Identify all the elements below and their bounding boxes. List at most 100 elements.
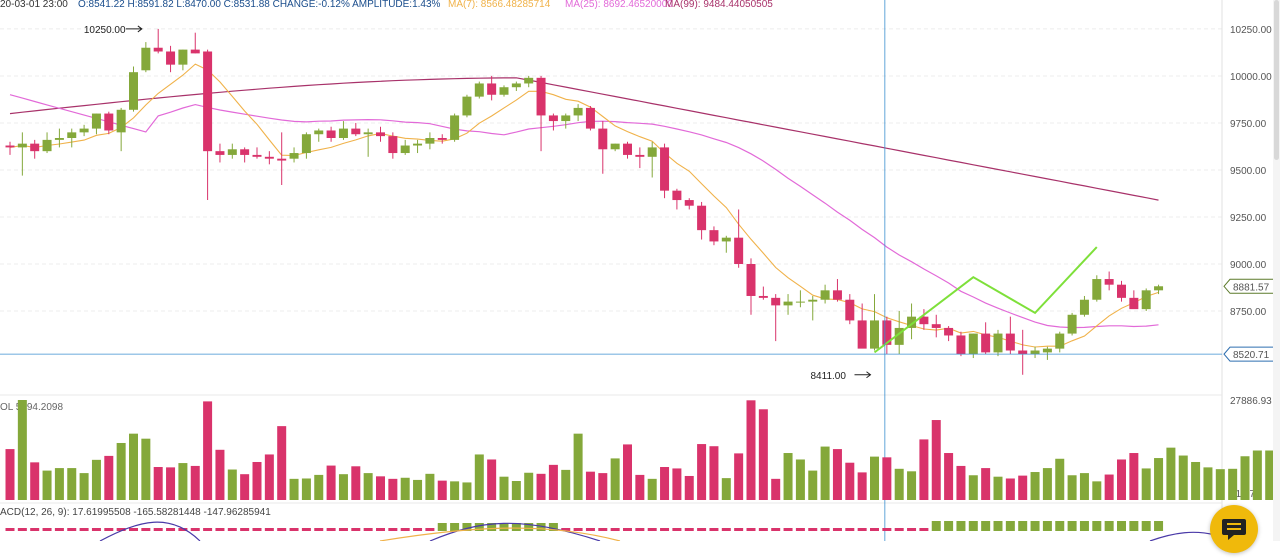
candle-body bbox=[981, 333, 991, 353]
volume-bar bbox=[721, 478, 731, 500]
volume-bar bbox=[573, 433, 583, 500]
candle-body bbox=[5, 145, 15, 148]
candle-body bbox=[388, 136, 398, 154]
volume-bar bbox=[314, 474, 324, 500]
ma99-line bbox=[9, 77, 1159, 201]
volume-bar bbox=[882, 457, 892, 500]
candle-body bbox=[956, 335, 966, 355]
macd-hist-bar bbox=[91, 528, 101, 531]
macd-hist-bar bbox=[487, 523, 497, 531]
price-chart[interactable]: 20-03-01 23:00 O:8541.22 H:8591.82 L:8470… bbox=[0, 0, 1280, 541]
volume-bar bbox=[499, 476, 509, 500]
candle-body bbox=[783, 301, 793, 306]
volume-bar bbox=[1117, 459, 1126, 500]
macd-hist-bar bbox=[400, 528, 410, 531]
candle-body bbox=[30, 143, 40, 152]
candle-body bbox=[573, 107, 583, 116]
candle-body bbox=[870, 320, 879, 349]
candle-body bbox=[660, 147, 670, 191]
candle-body bbox=[67, 132, 77, 138]
volume-bar bbox=[870, 456, 879, 500]
volume-bar bbox=[660, 467, 670, 500]
volume-label: OL 5494.2098 bbox=[0, 402, 63, 413]
volume-bar bbox=[981, 468, 991, 500]
ma7-line bbox=[9, 63, 1159, 348]
macd-hist-bar bbox=[474, 523, 484, 531]
header-ohlc: O:8541.22 H:8591.82 L:8470.00 C:8531.88 … bbox=[78, 0, 441, 10]
macd-hist-bar bbox=[1141, 521, 1151, 531]
volume-bar bbox=[1265, 450, 1275, 500]
candle-body bbox=[1018, 350, 1028, 355]
volume-bar bbox=[5, 449, 15, 500]
candle-body bbox=[301, 134, 311, 154]
volume-bar bbox=[215, 449, 225, 500]
volume-bar bbox=[845, 462, 855, 500]
candle-body bbox=[129, 72, 138, 110]
candle-body bbox=[1005, 333, 1015, 351]
macd-hist-bar bbox=[919, 528, 929, 531]
high-annotation-label: 10250.00 bbox=[84, 25, 126, 36]
macd-hist-bar bbox=[54, 528, 64, 531]
macd-hist-bar bbox=[1129, 521, 1139, 531]
volume-bar bbox=[1154, 458, 1164, 500]
scrollbar-track[interactable] bbox=[1273, 0, 1280, 541]
macd-hist-bar bbox=[820, 528, 830, 531]
volume-bar bbox=[252, 461, 262, 500]
macd-hist-bar bbox=[795, 528, 805, 531]
candle-body bbox=[252, 154, 262, 157]
volume-bar bbox=[153, 467, 163, 500]
candle-body bbox=[734, 237, 744, 264]
scrollbar-thumb[interactable] bbox=[1274, 0, 1279, 160]
candle-body bbox=[771, 297, 781, 306]
macd-hist-bar bbox=[67, 528, 77, 531]
macd-hist-bar bbox=[450, 523, 460, 531]
price-tick-label: 9250.00 bbox=[1230, 213, 1267, 224]
macd-hist-bar bbox=[561, 528, 571, 531]
volume-bar bbox=[104, 455, 114, 500]
volume-bar bbox=[585, 471, 595, 500]
macd-hist-bar bbox=[697, 528, 707, 531]
macd-hist-bar bbox=[252, 528, 262, 531]
candle-body bbox=[1129, 297, 1139, 310]
volume-bar bbox=[388, 478, 398, 500]
volume-bar bbox=[1129, 453, 1139, 500]
volume-bar bbox=[561, 469, 571, 500]
macd-hist-bar bbox=[524, 523, 534, 531]
macd-hist-bar bbox=[227, 528, 237, 531]
macd-hist-bar bbox=[746, 528, 756, 531]
candle-body bbox=[178, 49, 188, 65]
volume-bar bbox=[1005, 478, 1015, 500]
low-annotation-arrow bbox=[854, 371, 872, 379]
volume-bar bbox=[301, 478, 311, 500]
macd-hist-bar bbox=[1042, 521, 1052, 531]
volume-bar bbox=[771, 478, 781, 500]
volume-bar bbox=[993, 476, 1003, 500]
macd-dif-line bbox=[429, 522, 601, 541]
macd-hist-bar bbox=[870, 528, 879, 531]
volume-bar bbox=[1042, 468, 1052, 500]
volume-bar bbox=[907, 471, 917, 500]
macd-hist-bar bbox=[1055, 521, 1065, 531]
volume-bar bbox=[79, 473, 89, 500]
candle-body bbox=[746, 264, 756, 296]
macd-hist-bar bbox=[17, 528, 27, 531]
volume-bar bbox=[1030, 472, 1040, 500]
candle-body bbox=[474, 83, 484, 97]
chat-button[interactable] bbox=[1210, 505, 1258, 553]
macd-hist-bar bbox=[635, 528, 645, 531]
price-tick-label: 9750.00 bbox=[1230, 119, 1267, 130]
macd-hist-bar bbox=[684, 528, 694, 531]
macd-hist-bar bbox=[289, 528, 299, 531]
macd-hist-bar bbox=[363, 528, 373, 531]
macd-dif-line bbox=[99, 521, 201, 541]
candle-body bbox=[141, 47, 151, 71]
macd-hist-bar bbox=[1018, 521, 1028, 531]
volume-bar bbox=[264, 454, 274, 500]
volume-bar bbox=[487, 459, 497, 500]
macd-hist-bar bbox=[758, 528, 768, 531]
candle-body bbox=[1154, 286, 1164, 291]
volume-bar bbox=[697, 444, 707, 500]
candle-body bbox=[338, 128, 348, 138]
volume-bar bbox=[1055, 458, 1065, 500]
volume-bar bbox=[1018, 475, 1028, 500]
